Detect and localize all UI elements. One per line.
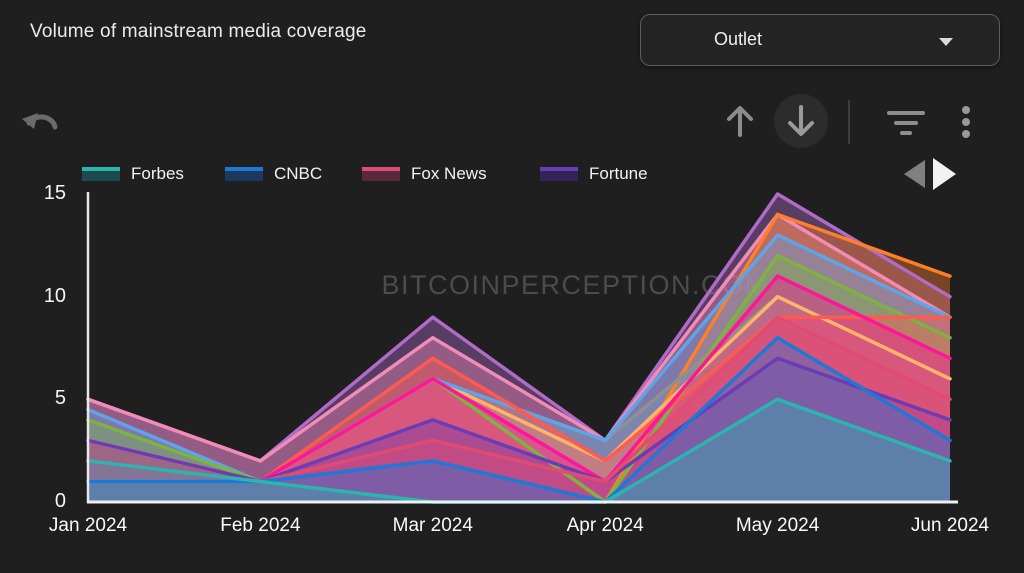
series-line-unlabeled-green[interactable] (86, 253, 952, 504)
legend-item-cnbc[interactable]: CNBC (225, 164, 322, 184)
y-tick-label-15: 15 (43, 182, 66, 204)
legend-item-label: Forbes (131, 164, 184, 183)
legend-item-label: Fox News (411, 164, 487, 183)
x-tick-label-feb-2024: Feb 2024 (220, 515, 301, 536)
legend-item-label: Fortune (589, 164, 648, 183)
x-tick-label-jun-2024: Jun 2024 (910, 515, 990, 536)
legend-next-icon[interactable] (933, 158, 956, 190)
toolbar-divider (848, 100, 850, 144)
scroll-down-icon (788, 105, 814, 136)
undo-icon[interactable] (18, 101, 64, 147)
legend-item-label: CNBC (274, 164, 323, 183)
filter-icon[interactable] (886, 105, 926, 141)
outlet-dropdown-label: Outlet (714, 29, 763, 49)
kebab-menu-icon[interactable] (956, 100, 976, 146)
y-tick-label-0: 0 (54, 490, 66, 512)
chevron-down-icon (939, 38, 953, 46)
y-tick-label-10: 10 (43, 284, 66, 307)
legend-prev-icon[interactable] (904, 160, 925, 188)
page-title: Volume of mainstream media coverage (30, 21, 367, 42)
legend-item-fortune[interactable]: Fortune (540, 164, 648, 184)
outlet-dropdown[interactable]: Outlet (640, 14, 1000, 66)
x-tick-label-may-2024: May 2024 (735, 515, 820, 536)
area-fill-unlabeled-gray[interactable] (88, 296, 950, 502)
area-fill-unlabeled-sandy[interactable] (88, 296, 950, 502)
area-fill-Forbes[interactable] (88, 399, 950, 502)
legend-item-fox-news[interactable]: Fox News (362, 164, 487, 184)
scroll-up-icon[interactable] (722, 103, 758, 139)
area-fill-Fortune[interactable] (88, 358, 950, 502)
legend-swatch-icon (82, 167, 120, 181)
scroll-down-button[interactable] (774, 94, 828, 148)
legend-swatch-icon (362, 167, 400, 181)
area-fill-unlabeled-sky-blue[interactable] (88, 235, 950, 502)
x-tick-label-mar-2024: Mar 2024 (392, 515, 473, 536)
x-tick-label-jan-2024: Jan 2024 (48, 515, 128, 536)
y-tick-label-5: 5 (54, 387, 66, 410)
legend-pagination (904, 158, 956, 190)
legend-item-forbes[interactable]: Forbes (82, 164, 184, 184)
series-line-unlabeled-light-pink[interactable] (86, 212, 952, 463)
legend-swatch-icon (540, 167, 578, 181)
area-fill-Fox News[interactable] (88, 317, 950, 502)
legend-swatch-icon (225, 167, 263, 181)
series-line-CNBC[interactable] (86, 335, 952, 504)
series-line-Fortune[interactable] (86, 356, 952, 484)
x-tick-label-apr-2024: Apr 2024 (566, 515, 644, 536)
